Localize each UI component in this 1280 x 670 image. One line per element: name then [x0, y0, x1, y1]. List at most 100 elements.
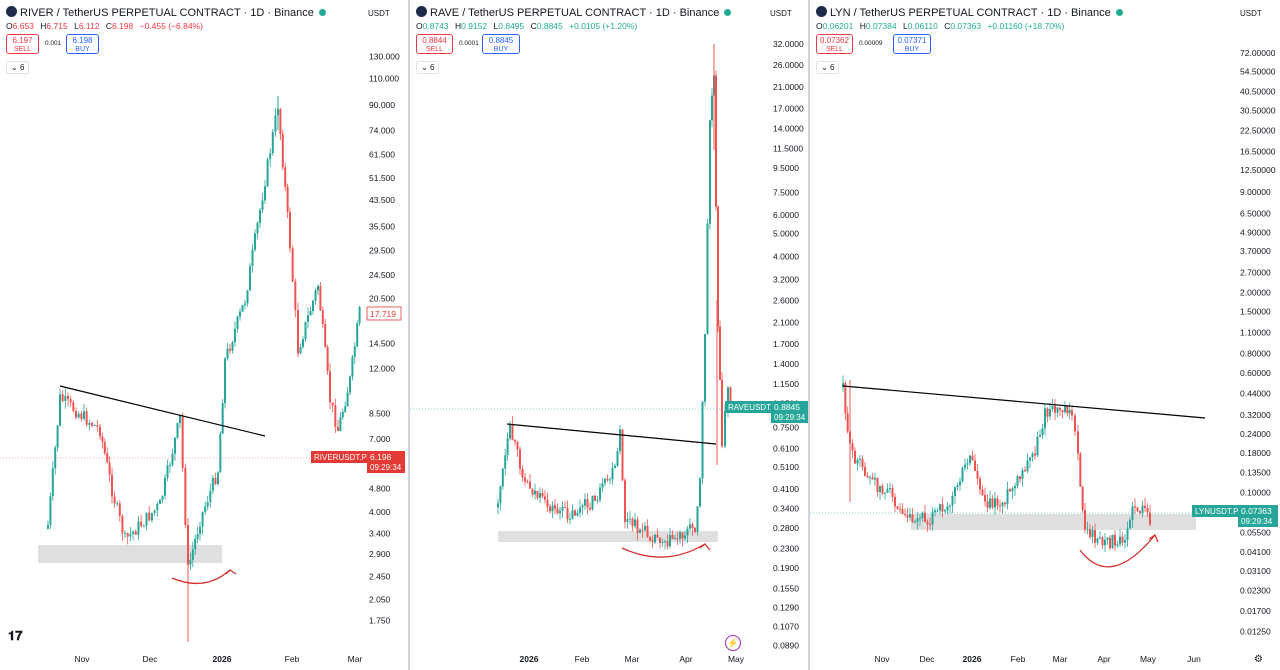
y-tick-label: 0.05500 [1240, 527, 1271, 537]
y-tick-label: 22.50000 [1240, 126, 1276, 136]
candle [358, 307, 361, 324]
candle [864, 467, 866, 476]
x-tick-label: Apr [1097, 654, 1110, 664]
candle [1051, 405, 1054, 410]
candle [1001, 502, 1004, 507]
symbol-price-tag [1192, 505, 1238, 517]
lyn-plot[interactable]: 72.00000 54.50000 40.50000 30.50000 22.50000… [810, 0, 1280, 670]
candle [656, 534, 659, 538]
candle [674, 538, 676, 540]
y-tick-label: 2.050 [369, 595, 391, 605]
candle [302, 339, 304, 347]
candle [614, 465, 616, 469]
market-open-dot-icon [1115, 9, 1123, 16]
candle [324, 324, 327, 348]
candle [721, 379, 723, 447]
candle [866, 475, 869, 478]
candle [609, 479, 611, 481]
candle [80, 413, 83, 419]
candle [896, 506, 899, 509]
candle [294, 281, 297, 310]
candle [59, 394, 61, 426]
support-zone [911, 514, 1196, 530]
rave-sell-button[interactable]: 0.8844 SELL [416, 34, 453, 54]
y-tick-label: 0.02300 [1240, 586, 1271, 596]
y-tick-label: 0.01700 [1240, 606, 1271, 616]
candle [251, 249, 254, 267]
candle [1068, 410, 1071, 414]
chart-panel-river[interactable]: 130.000 110.000 90.000 74.000 61.500 51.500 43… [0, 0, 408, 670]
candle [634, 519, 636, 527]
candle [229, 348, 231, 351]
candle [314, 290, 317, 301]
candle [621, 429, 624, 481]
candle [111, 474, 113, 497]
candle [594, 495, 596, 501]
candle [879, 486, 881, 493]
x-tick-label: Mar [348, 654, 363, 664]
candle [891, 488, 894, 497]
river-currency[interactable]: USDT [368, 9, 390, 18]
candle [636, 519, 639, 533]
y-tick-label: 4.800 [369, 483, 391, 493]
rave-buy-button[interactable]: 0.8845 BUY [482, 34, 520, 54]
river-buy-button[interactable]: 6.198 BUY [66, 34, 99, 54]
candle [1139, 511, 1141, 514]
candle [709, 120, 711, 224]
candle [676, 538, 679, 540]
rave-plot[interactable]: 32.0000 26.0000 21.0000 17.0000 14.0000 11.50… [410, 0, 808, 670]
candle [1019, 476, 1021, 480]
y-tick-label: 40.50000 [1240, 86, 1276, 96]
x-tick-label: May [728, 654, 745, 664]
candle [646, 525, 649, 537]
lyn-buy-button[interactable]: 0.07371 BUY [893, 34, 931, 54]
chart-panel-lyn[interactable]: 72.00000 54.50000 40.50000 30.50000 22.50000… [810, 0, 1280, 670]
candle [1061, 410, 1064, 413]
y-tick-label: 110.000 [369, 74, 399, 84]
candle [644, 525, 646, 531]
candle [1071, 410, 1073, 416]
candle [534, 490, 536, 495]
lightning-icon[interactable]: ⚡ [725, 635, 741, 651]
candle [706, 223, 709, 335]
candle [856, 459, 859, 464]
panel-divider[interactable] [808, 0, 810, 670]
y-tick-label: 0.1900 [773, 563, 799, 573]
lyn-indicators-toggle[interactable]: ⌄ 6 [816, 61, 840, 74]
candle [351, 356, 354, 377]
lyn-sell-button[interactable]: 0.07362 SELL [816, 34, 853, 54]
candle [254, 233, 256, 250]
river-plot[interactable]: 130.000 110.000 90.000 74.000 61.500 51.500 43… [0, 0, 408, 670]
y-tick-label: 12.50000 [1240, 165, 1276, 175]
candle [1126, 528, 1129, 541]
y-tick-label: 32.0000 [773, 39, 804, 49]
river-indicators-toggle[interactable]: ⌄ 6 [6, 61, 30, 74]
candle [1044, 408, 1046, 429]
candle [664, 541, 666, 543]
chart-panel-rave[interactable]: 32.0000 26.0000 21.0000 17.0000 14.0000 11.50… [410, 0, 808, 670]
candle [1056, 407, 1059, 413]
candle [969, 455, 971, 464]
rave-currency[interactable]: USDT [770, 9, 792, 18]
symbol-price-tag-text: RIVERUSDT.P [314, 453, 367, 462]
river-sell-button[interactable]: 6.197 SELL [6, 34, 39, 54]
settings-gear-icon[interactable]: ⚙ [1254, 654, 1263, 665]
lyn-currency[interactable]: USDT [1240, 9, 1262, 18]
candle [121, 516, 124, 534]
candle [596, 500, 599, 502]
candle [679, 532, 681, 539]
candle [239, 311, 241, 317]
y-tick-label: 2.450 [369, 571, 391, 581]
rave-high: 0.9152 [461, 21, 488, 31]
rave-indicators-toggle[interactable]: ⌄ 6 [416, 61, 440, 74]
curve-arrow [1079, 534, 1156, 568]
panel-divider[interactable] [408, 0, 410, 670]
y-tick-label: 0.44000 [1240, 389, 1271, 399]
candle [549, 506, 551, 512]
candle [142, 525, 145, 527]
candle [93, 425, 96, 427]
river-indicator-count: 6 [19, 63, 25, 72]
candle [319, 285, 322, 311]
candle [1136, 507, 1139, 512]
candle [901, 509, 904, 514]
